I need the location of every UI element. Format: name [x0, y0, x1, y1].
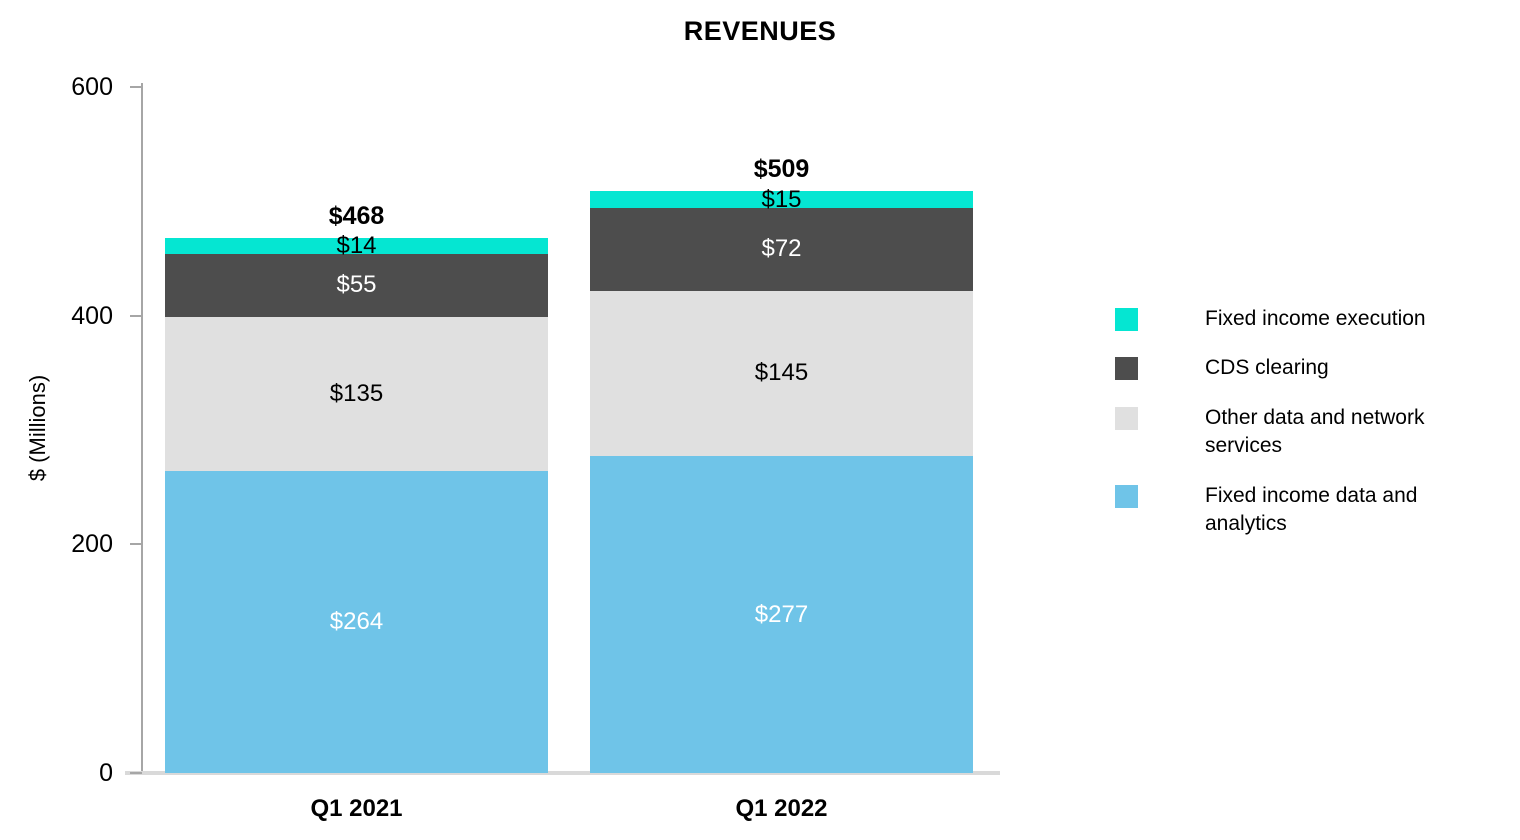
bar-segment-q1-2021-fixed-income-execution: $14 — [165, 233, 548, 257]
legend-label-cds-clearing: CDS clearing — [1205, 356, 1329, 379]
segment-value-label: $277 — [754, 600, 809, 628]
bar-total-label-q1-2022: $509 — [753, 155, 810, 184]
legend-swatch-fixed-income-data-and-analytics — [1115, 485, 1138, 508]
y-tick-label-0: 0 — [99, 759, 113, 787]
y-axis-line — [141, 83, 143, 773]
bar-segment-q1-2022-fixed-income-execution: $15 — [590, 187, 973, 211]
chart-title: REVENUES — [683, 16, 837, 46]
y-tick-label-400: 400 — [71, 301, 113, 330]
bar-segment-q1-2021-other-data-and-network-services: $135 — [165, 316, 548, 472]
y-axis-title: $ (Millions) — [25, 374, 50, 482]
x-axis-label-q1-2022: Q1 2022 — [735, 795, 828, 822]
bar-segment-q1-2022-cds-clearing: $72 — [590, 208, 973, 291]
y-tick-label-600: 600 — [71, 73, 113, 101]
x-axis-label-q1-2021: Q1 2021 — [310, 795, 403, 822]
segment-value-label: $135 — [329, 379, 384, 407]
bar-segment-q1-2022-other-data-and-network-services: $145 — [590, 290, 973, 457]
segment-value-label: $15 — [761, 185, 802, 213]
y-tick-mark-400 — [130, 314, 142, 317]
y-tick-mark-600 — [130, 86, 142, 88]
legend-swatch-cds-clearing — [1115, 357, 1138, 380]
segment-value-label: $264 — [329, 608, 384, 636]
bar-total-label-q1-2021: $468 — [328, 201, 385, 230]
y-tick-label-200: 200 — [71, 530, 113, 559]
segment-value-label: $14 — [336, 231, 377, 259]
legend-label-fixed-income-data-and-analytics: Fixed income data and analytics — [1205, 484, 1418, 535]
legend-label-fixed-income-execution: Fixed income execution — [1205, 307, 1426, 330]
legend-swatch-other-data-and-network-services — [1115, 407, 1138, 430]
bar-segment-q1-2022-fixed-income-data-and-analytics: $277 — [590, 456, 973, 773]
y-tick-mark-200 — [130, 543, 142, 546]
legend-label-other-data-and-network-services: Other data and network services — [1205, 406, 1425, 457]
segment-value-label: $55 — [336, 271, 377, 299]
x-axis-line — [125, 771, 1000, 775]
segment-value-label: $72 — [761, 235, 802, 263]
legend-swatch-fixed-income-execution — [1115, 308, 1138, 331]
y-tick-mark-0 — [130, 772, 142, 774]
bar-segment-q1-2021-fixed-income-data-and-analytics: $264 — [165, 471, 548, 773]
bar-segment-q1-2021-cds-clearing: $55 — [165, 253, 548, 317]
segment-value-label: $145 — [754, 359, 809, 387]
